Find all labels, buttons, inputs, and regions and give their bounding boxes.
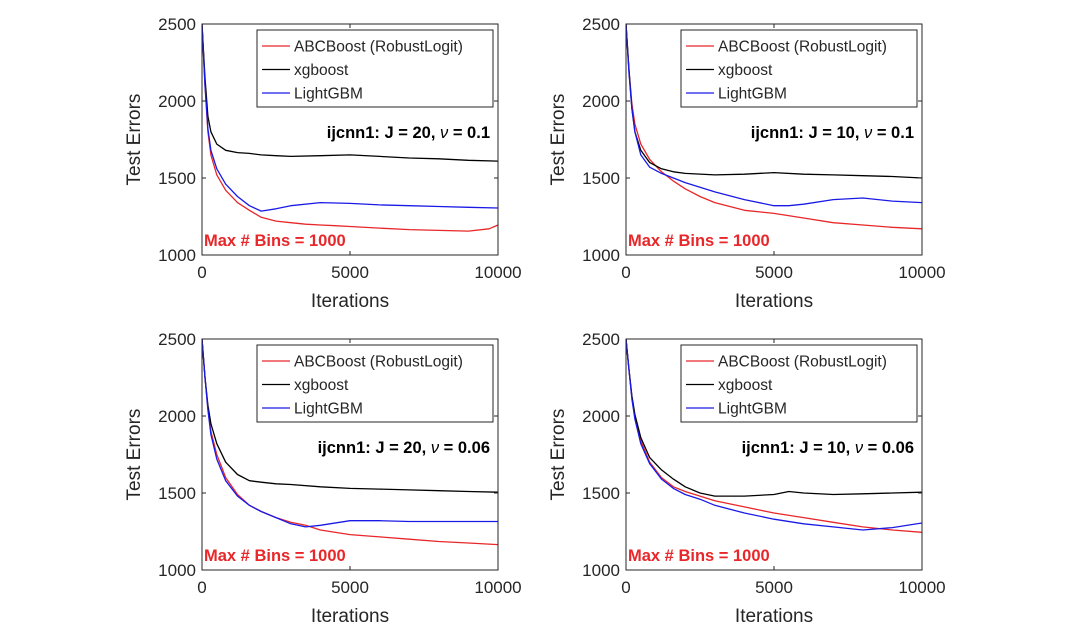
- y-tick-label: 2000: [158, 407, 196, 426]
- y-tick-label: 2000: [582, 92, 620, 111]
- series-line-1: [202, 24, 498, 232]
- legend-entry: xgboost: [294, 377, 349, 394]
- annotation-label: ijcnn1: J = 20, ν = 0.1: [327, 124, 490, 142]
- legend-entry: xgboost: [718, 377, 773, 394]
- x-tick-label: 10000: [898, 263, 945, 282]
- series-line-3: [202, 24, 498, 212]
- y-axis-label: Test Errors: [124, 409, 145, 501]
- x-tick-label: 5000: [755, 578, 793, 597]
- x-tick-label: 10000: [474, 263, 521, 282]
- y-tick-label: 1500: [582, 484, 620, 503]
- series-group: [626, 339, 922, 533]
- bins-label: Max # Bins = 1000: [204, 232, 346, 250]
- y-tick-label: 1500: [158, 169, 196, 188]
- legend: ABCBoost (RobustLogit) xgboost LightGBM: [256, 29, 494, 108]
- x-axis-label: Iterations: [311, 606, 389, 627]
- series-group: [626, 24, 922, 230]
- legend-entry: ABCBoost (RobustLogit): [718, 39, 887, 56]
- x-tick-label: 0: [621, 578, 630, 597]
- y-tick-label: 1500: [582, 169, 620, 188]
- legend-entry: ABCBoost (RobustLogit): [718, 354, 887, 371]
- chart-panel-2: 0 5000 10000 1000 1500 2000 2500 Iterations Test…: [548, 15, 946, 312]
- legend: ABCBoost (RobustLogit) xgboost LightGBM: [680, 344, 918, 423]
- series-line-2: [202, 24, 498, 162]
- y-tick-label: 1000: [582, 561, 620, 580]
- series-line-1: [626, 24, 922, 230]
- y-tick-label: 2500: [158, 15, 196, 34]
- series-group: [202, 24, 498, 232]
- y-tick-label: 1000: [582, 246, 620, 265]
- chart-panel-3: 0 5000 10000 1000 1500 2000 2500 Iterations Test…: [124, 330, 522, 627]
- y-tick-label: 2000: [582, 407, 620, 426]
- y-axis-label: Test Errors: [548, 94, 569, 186]
- x-axis-label: Iterations: [311, 291, 389, 312]
- y-tick-label: 2500: [582, 15, 620, 34]
- legend-box: [256, 29, 494, 108]
- x-tick-label: 10000: [898, 578, 945, 597]
- y-tick-label: 2500: [582, 330, 620, 349]
- x-tick-label: 0: [621, 263, 630, 282]
- series-line-3: [626, 24, 922, 207]
- x-tick-label: 0: [197, 263, 206, 282]
- series-line-3: [626, 339, 922, 531]
- y-tick-label: 2500: [158, 330, 196, 349]
- bins-label: Max # Bins = 1000: [628, 232, 770, 250]
- x-tick-label: 0: [197, 578, 206, 597]
- x-tick-label: 10000: [474, 578, 521, 597]
- annotation-label: ijcnn1: J = 10, ν = 0.06: [742, 439, 914, 457]
- x-axis-label: Iterations: [735, 291, 813, 312]
- y-tick-label: 1000: [158, 561, 196, 580]
- bins-label: Max # Bins = 1000: [628, 547, 770, 565]
- chart-panel-1: 0 5000 10000 1000 1500 2000 2500 Iterations Test…: [124, 15, 522, 312]
- legend-box: [680, 344, 918, 423]
- legend-entry: xgboost: [294, 62, 349, 79]
- y-tick-label: 1500: [158, 484, 196, 503]
- series-line-2: [626, 339, 922, 497]
- legend-entry: LightGBM: [294, 86, 363, 103]
- y-axis-label: Test Errors: [548, 409, 569, 501]
- chart-panel-4: 0 5000 10000 1000 1500 2000 2500 Iterations Test…: [548, 330, 946, 627]
- legend-box: [256, 344, 494, 423]
- x-axis-label: Iterations: [735, 606, 813, 627]
- bins-label: Max # Bins = 1000: [204, 547, 346, 565]
- x-tick-label: 5000: [755, 263, 793, 282]
- legend: ABCBoost (RobustLogit) xgboost LightGBM: [680, 29, 918, 108]
- series-group: [202, 339, 498, 546]
- y-tick-label: 1000: [158, 246, 196, 265]
- x-tick-label: 5000: [331, 578, 369, 597]
- legend-entry: LightGBM: [718, 86, 787, 103]
- y-tick-label: 2000: [158, 92, 196, 111]
- x-tick-label: 5000: [331, 263, 369, 282]
- legend-entry: LightGBM: [718, 401, 787, 418]
- series-line-3: [202, 339, 498, 528]
- annotation-label: ijcnn1: J = 10, ν = 0.1: [751, 124, 914, 142]
- legend-box: [680, 29, 918, 108]
- legend-entry: LightGBM: [294, 401, 363, 418]
- series-line-2: [202, 339, 498, 493]
- y-axis-label: Test Errors: [124, 94, 145, 186]
- legend-entry: ABCBoost (RobustLogit): [294, 354, 463, 371]
- legend-entry: xgboost: [718, 62, 773, 79]
- annotation-label: ijcnn1: J = 20, ν = 0.06: [318, 439, 490, 457]
- legend: ABCBoost (RobustLogit) xgboost LightGBM: [256, 344, 494, 423]
- legend-entry: ABCBoost (RobustLogit): [294, 39, 463, 56]
